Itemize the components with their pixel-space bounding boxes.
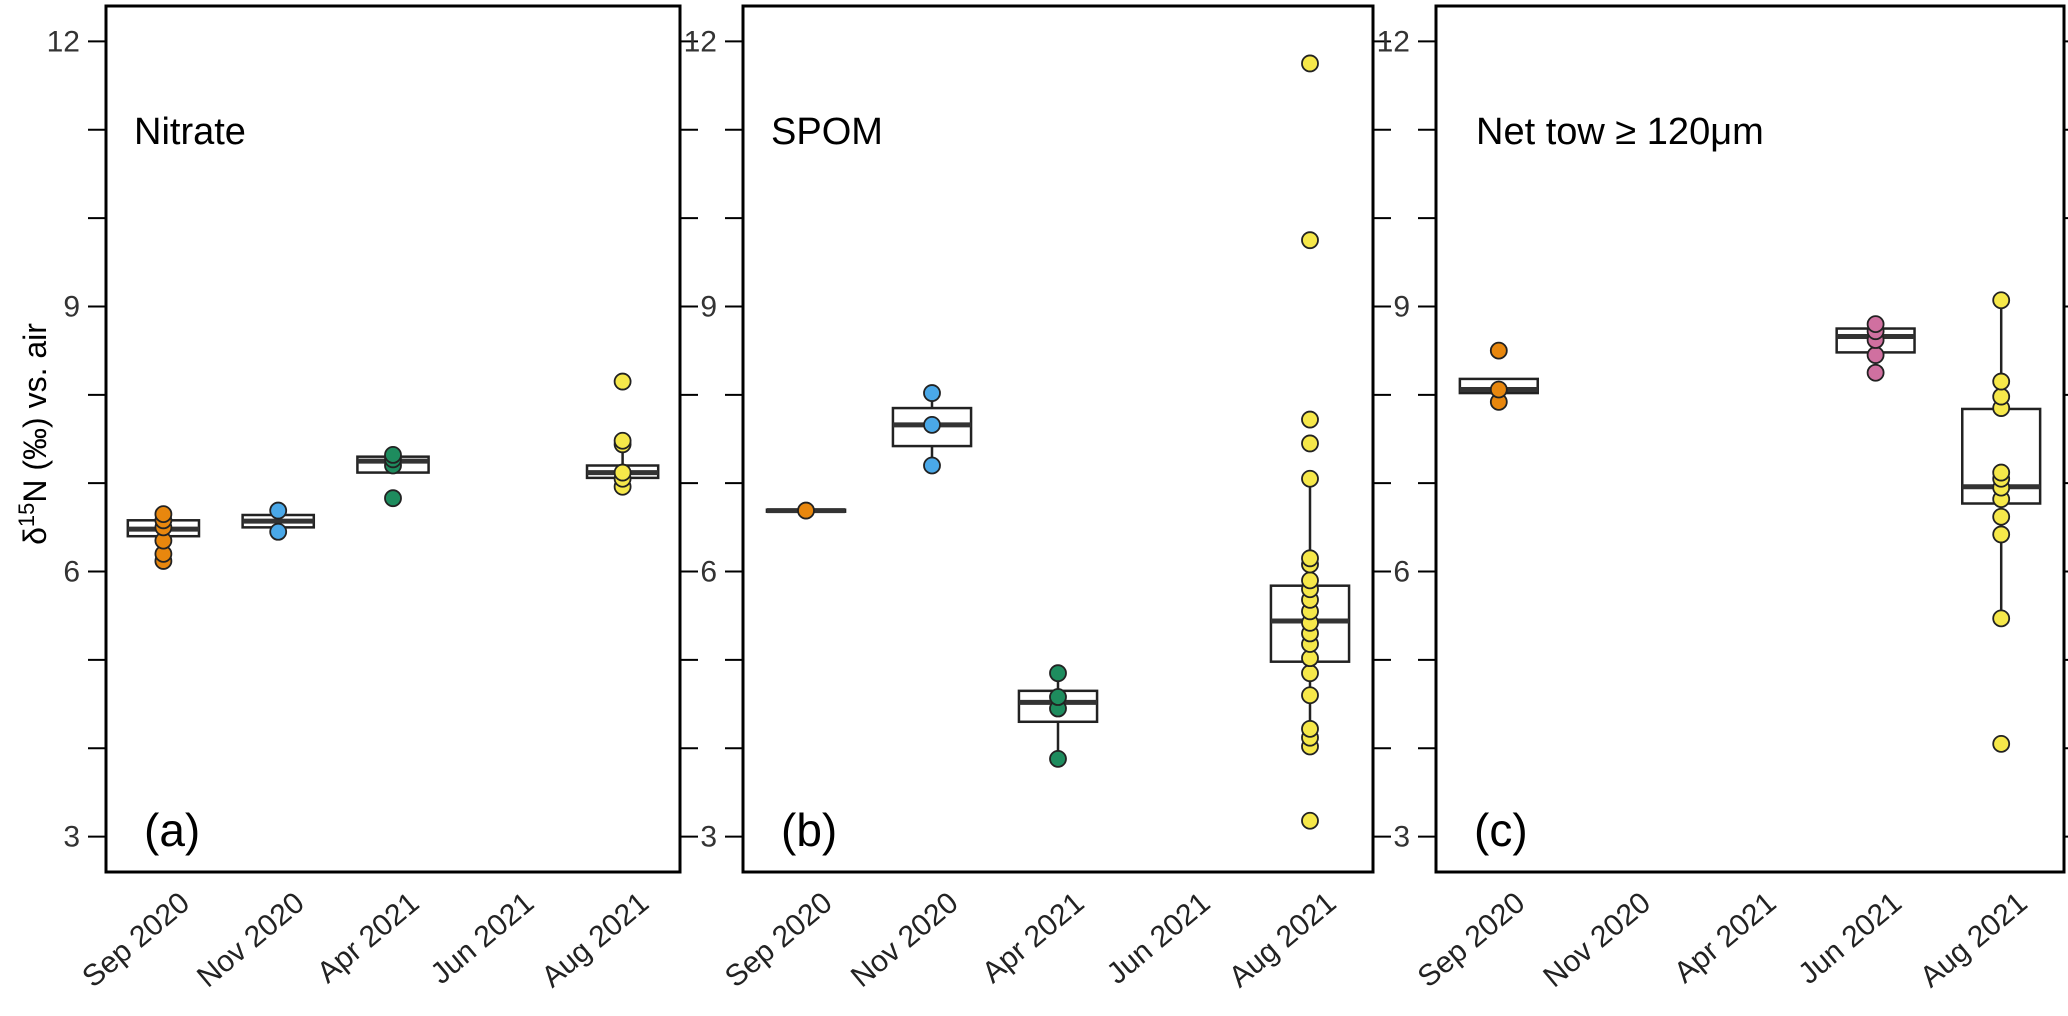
- data-point: [613, 463, 632, 482]
- data-point: [1301, 719, 1319, 738]
- panel-spom: 3 6 9 12 Sep 2020 Nov 2020 Apr 2021 Jun 2021 Aug…: [684, 4, 1391, 994]
- x-tick-label-nov-2020: Nov 2020: [845, 886, 965, 994]
- x-tick-label-apr-2021: Apr 2021: [976, 886, 1090, 990]
- data-point: [1049, 664, 1067, 683]
- y-tick-label: 6: [1393, 556, 1410, 589]
- x-tick-label-jun-2021: Jun 2021: [1101, 886, 1217, 991]
- plot-frame: [104, 4, 682, 874]
- y-axis-label: δ15N (‰) vs. air: [14, 323, 53, 545]
- x-tick-label-aug-2021: Aug 2021: [1914, 886, 2034, 994]
- data-point: [1489, 380, 1508, 399]
- box-sep-2020: [126, 505, 201, 570]
- data-point: [1992, 463, 2011, 482]
- box-aug-2021: [585, 372, 660, 496]
- y-tick-label: 6: [700, 556, 717, 589]
- data-point: [1301, 410, 1319, 429]
- y-tick-label: 12: [684, 25, 717, 58]
- y-tick-label: 3: [63, 821, 80, 854]
- data-point: [1301, 811, 1319, 830]
- data-point: [1301, 549, 1319, 568]
- x-tick-label-apr-2021: Apr 2021: [1668, 886, 1782, 990]
- data-point: [1866, 315, 1885, 334]
- data-point: [1992, 609, 2011, 628]
- data-point: [154, 505, 173, 524]
- data-point: [1301, 664, 1319, 683]
- x-tick-label-aug-2021: Aug 2021: [1223, 886, 1343, 994]
- plot-frame: [1434, 4, 2066, 874]
- y-tick-label: 9: [700, 290, 717, 323]
- data-point: [1866, 346, 1885, 364]
- box-jun-2021: [1835, 315, 1916, 382]
- data-point: [1049, 749, 1067, 768]
- data-point: [613, 431, 632, 450]
- data-point: [269, 522, 288, 541]
- x-tick-label-sep-2020: Sep 2020: [719, 886, 839, 994]
- box-sep-2020: [765, 501, 847, 520]
- y-tick-label: 6: [63, 556, 80, 589]
- data-point: [1992, 372, 2011, 391]
- box-nov-2020: [241, 501, 316, 541]
- data-point: [384, 489, 402, 508]
- x-tick-label-nov-2020: Nov 2020: [1537, 886, 1657, 994]
- data-point: [1301, 54, 1319, 73]
- data-point: [923, 456, 941, 475]
- x-tick-label-sep-2020: Sep 2020: [1412, 886, 1532, 994]
- data-point: [1301, 434, 1319, 453]
- panel-net-tow: 3 6 9 12 Sep 2020 Nov 2020 Apr 2021 Jun 2021 Aug…: [1377, 4, 2068, 994]
- data-point: [1992, 291, 2011, 310]
- x-tick-label-aug-2021: Aug 2021: [535, 886, 655, 994]
- y-tick-label: 12: [47, 25, 80, 58]
- panel-title: Net tow ≥ 120μm: [1476, 111, 1764, 153]
- box-apr-2021: [356, 446, 430, 508]
- box-apr-2021: [1017, 664, 1099, 768]
- data-point: [1049, 688, 1067, 706]
- x-tick-label-jun-2021: Jun 2021: [425, 886, 541, 991]
- data-point: [1489, 341, 1508, 360]
- y-tick-label: 3: [700, 821, 717, 854]
- y-tick-label: 9: [1393, 290, 1410, 323]
- data-point: [384, 446, 402, 464]
- panel-letter: (c): [1474, 804, 1528, 856]
- x-tick-label-jun-2021: Jun 2021: [1792, 886, 1908, 991]
- data-point: [1301, 231, 1319, 250]
- y-tick-label: 12: [1377, 25, 1410, 58]
- x-tick-label-nov-2020: Nov 2020: [191, 886, 311, 994]
- panel-letter: (b): [781, 804, 837, 856]
- data-point: [797, 501, 815, 520]
- y-tick-label: 9: [63, 290, 80, 323]
- data-point: [923, 384, 941, 402]
- plot-frame: [741, 4, 1375, 874]
- data-point: [1301, 469, 1319, 488]
- data-point: [1301, 571, 1319, 590]
- data-point: [1992, 525, 2011, 544]
- box-nov-2020: [891, 384, 973, 475]
- x-tick-label-apr-2021: Apr 2021: [311, 886, 425, 990]
- box-aug-2021: [1269, 54, 1351, 830]
- panel-letter: (a): [144, 804, 200, 856]
- box-sep-2020: [1458, 341, 1539, 411]
- box-aug-2021: [1961, 291, 2042, 753]
- data-point: [1992, 507, 2011, 526]
- data-point: [269, 501, 288, 520]
- panel-title: Nitrate: [134, 111, 246, 153]
- panel-title: SPOM: [771, 111, 883, 153]
- y-tick-label: 3: [1393, 821, 1410, 854]
- data-point: [1992, 734, 2011, 753]
- data-point: [923, 415, 941, 434]
- x-tick-label-sep-2020: Sep 2020: [76, 886, 196, 994]
- data-point: [1866, 363, 1885, 382]
- data-point: [1992, 387, 2011, 406]
- data-point: [1301, 686, 1319, 705]
- data-point: [613, 372, 632, 391]
